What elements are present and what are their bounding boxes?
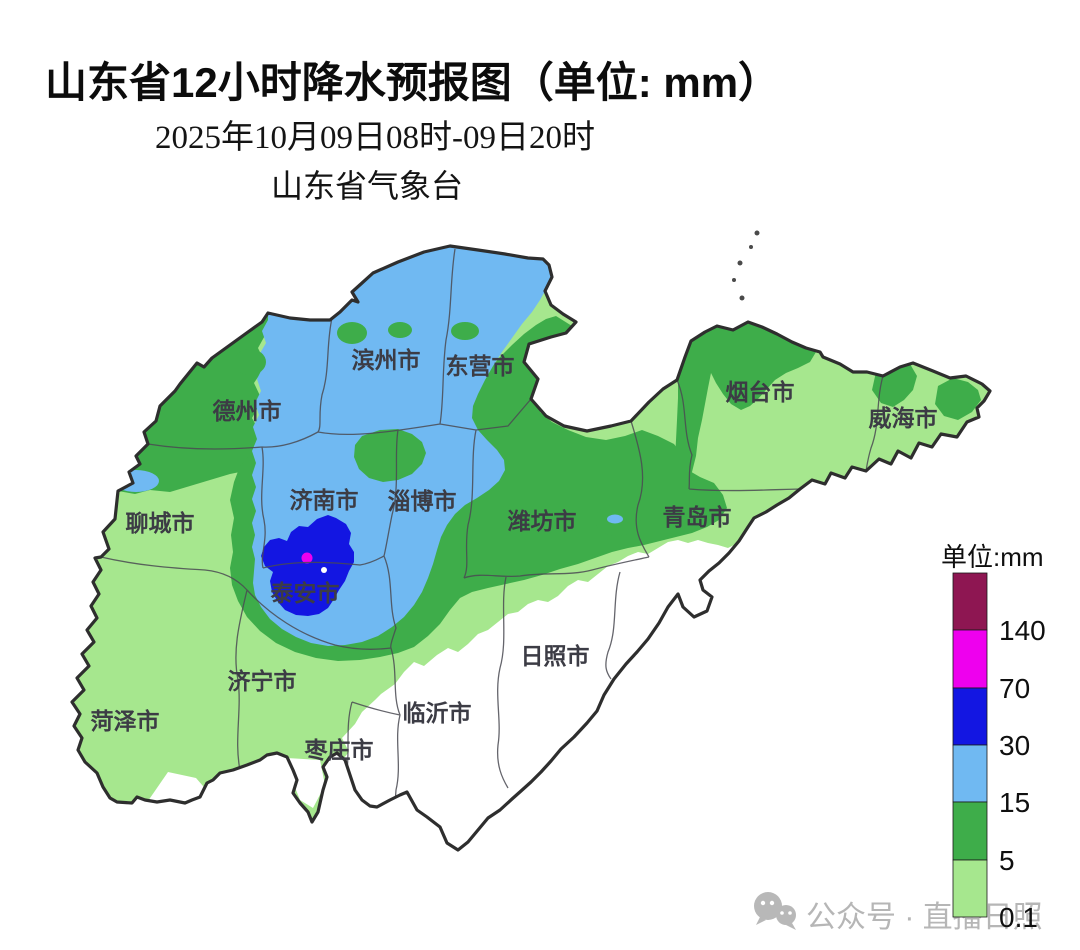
city-label-heze: 菏泽市: [91, 708, 160, 734]
legend-tick-0p1: 0.1: [999, 902, 1038, 933]
legend-swatch-15-30: [952, 744, 988, 803]
precip-region-green-spot5: [326, 253, 350, 271]
city-label-linyi: 临沂市: [403, 700, 472, 726]
precip-region-dry-patch-south2: [287, 758, 325, 808]
precip-region-green-yantai: [675, 322, 816, 489]
agency-name: 山东省气象台: [271, 168, 463, 204]
city-label-binzhou: 滨州市: [352, 347, 421, 373]
precip-region-magenta-spot: [301, 552, 313, 564]
city-label-qingdao: 青岛市: [663, 504, 732, 530]
city-label-zibo: 淄博市: [388, 488, 457, 514]
precip-region-green-spot1: [337, 322, 367, 344]
precip-region-blue-taian-core: [261, 515, 354, 616]
precip-region-green-spot2: [388, 322, 412, 338]
precip-region-light-blue-dot-weifang: [607, 514, 623, 524]
legend-swatch-70-140: [952, 629, 988, 689]
watermark-text: 公众号 · 直播日照: [806, 901, 1043, 934]
city-label-liaocheng: 聊城市: [126, 510, 195, 536]
city-label-dongying: 东营市: [446, 353, 515, 379]
precip-map: 德州市 滨州市 东营市 济南市 淄博市 聊城市 潍坊市 青岛市 烟台市 威海市 …: [70, 230, 992, 852]
precip-region-white-pinhole: [321, 567, 327, 573]
city-label-jining: 济宁市: [228, 668, 297, 694]
city-label-jinan: 济南市: [290, 487, 359, 513]
precip-region-green-spot3: [451, 322, 479, 340]
legend-title: 单位:mm: [941, 542, 1044, 572]
legend-tick-30: 30: [999, 730, 1030, 761]
precip-region-dry-patch-south1: [148, 772, 216, 801]
city-label-dezhou: 德州市: [213, 398, 282, 424]
legend-swatch-30-70: [952, 687, 988, 746]
legend-tick-70: 70: [999, 673, 1030, 704]
city-label-weihai: 威海市: [869, 405, 938, 431]
watermark: 公众号 · 直播日照: [754, 892, 1043, 934]
legend-tick-15: 15: [999, 787, 1030, 818]
city-label-yantai: 烟台市: [726, 379, 795, 405]
precip-region-green-weihai-tip: [935, 378, 981, 420]
city-boundaries: [100, 248, 884, 850]
island-dot: [739, 295, 745, 301]
city-label-weifang: 潍坊市: [508, 508, 577, 534]
island-dot: [754, 230, 760, 236]
legend-tick-5: 5: [999, 845, 1015, 876]
city-label-zaozhuang: 枣庄市: [304, 737, 374, 763]
page-title: 山东省12小时降水预报图（单位: mm）: [45, 59, 780, 106]
precip-region-green-island-jinan-zibo: [354, 429, 426, 482]
legend: 单位:mm 140 70 30 15 5 0.1: [941, 542, 1046, 933]
city-labels: 德州市 滨州市 东营市 济南市 淄博市 聊城市 潍坊市 青岛市 烟台市 威海市 …: [91, 347, 938, 763]
city-label-rizhao: 日照市: [521, 643, 590, 669]
legend-swatch-0p1-5: [952, 859, 988, 918]
header: 山东省12小时降水预报图（单位: mm） 2025年10月09日08时-09日2…: [45, 59, 780, 204]
island-dot: [749, 245, 753, 249]
islands: [732, 230, 760, 301]
forecast-period: 2025年10月09日08时-09日20时: [155, 119, 595, 156]
island-dot: [737, 260, 743, 266]
island-dot: [732, 278, 736, 282]
precip-region-green-spot4: [234, 349, 266, 375]
legend-swatch-140-plus: [952, 572, 988, 631]
wechat-icon: [754, 892, 796, 930]
province-outline: [70, 244, 992, 852]
legend-swatch-5-15: [952, 801, 988, 861]
city-label-taian: 泰安市: [270, 580, 340, 606]
legend-tick-140: 140: [999, 615, 1046, 646]
